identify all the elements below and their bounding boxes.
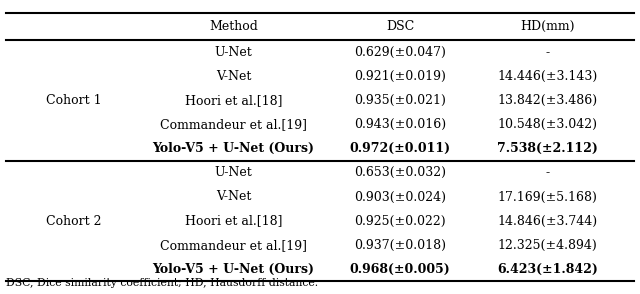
Text: V-Net: V-Net [216,70,252,83]
Text: -: - [545,166,549,179]
Text: 17.169(±5.168): 17.169(±5.168) [497,191,597,203]
Text: 0.921(±0.019): 0.921(±0.019) [354,70,446,83]
Text: Commandeur et al.[19]: Commandeur et al.[19] [160,239,307,252]
Text: Cohort 2: Cohort 2 [46,215,101,228]
Text: 0.968(±0.005): 0.968(±0.005) [349,263,451,276]
Text: 0.943(±0.016): 0.943(±0.016) [354,118,446,131]
Text: U-Net: U-Net [215,46,252,59]
Text: DSC: DSC [386,20,414,33]
Text: Method: Method [209,20,258,33]
Text: 0.972(±0.011): 0.972(±0.011) [349,142,451,155]
Text: HD(mm): HD(mm) [520,20,575,33]
Text: V-Net: V-Net [216,191,252,203]
Text: 0.935(±0.021): 0.935(±0.021) [354,94,446,107]
Text: -: - [545,46,549,59]
Text: Hoori et al.[18]: Hoori et al.[18] [185,94,282,107]
Text: Hoori et al.[18]: Hoori et al.[18] [185,215,282,228]
Text: 14.446(±3.143): 14.446(±3.143) [497,70,597,83]
Text: 10.548(±3.042): 10.548(±3.042) [497,118,597,131]
Text: Commandeur et al.[19]: Commandeur et al.[19] [160,118,307,131]
Text: DSC, Dice similarity coefficient; HD, Hausdorff distance.: DSC, Dice similarity coefficient; HD, Ha… [6,278,319,288]
Text: 0.903(±0.024): 0.903(±0.024) [354,191,446,203]
Text: 13.842(±3.486): 13.842(±3.486) [497,94,597,107]
Text: 0.925(±0.022): 0.925(±0.022) [354,215,446,228]
Text: 0.937(±0.018): 0.937(±0.018) [354,239,446,252]
Text: 14.846(±3.744): 14.846(±3.744) [497,215,597,228]
Text: 7.538(±2.112): 7.538(±2.112) [497,142,598,155]
Text: Cohort 1: Cohort 1 [46,94,101,107]
Text: Yolo-V5 + U-Net (Ours): Yolo-V5 + U-Net (Ours) [152,142,315,155]
Text: Yolo-V5 + U-Net (Ours): Yolo-V5 + U-Net (Ours) [152,263,315,276]
Text: 6.423(±1.842): 6.423(±1.842) [497,263,598,276]
Text: 12.325(±4.894): 12.325(±4.894) [497,239,597,252]
Text: 0.653(±0.032): 0.653(±0.032) [354,166,446,179]
Text: 0.629(±0.047): 0.629(±0.047) [354,46,446,59]
Text: U-Net: U-Net [215,166,252,179]
